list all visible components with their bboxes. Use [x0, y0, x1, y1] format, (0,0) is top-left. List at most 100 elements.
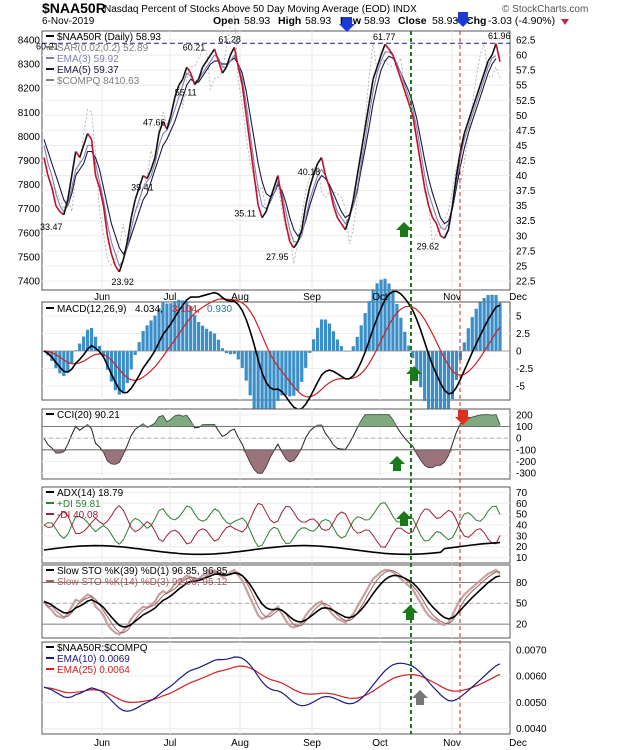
macd-histogram-bar: [339, 346, 343, 351]
month-tick-label: Sep: [303, 292, 321, 303]
macd-histogram-bar: [399, 317, 403, 351]
macd-histogram-bar: [169, 303, 173, 351]
price-segment: [221, 66, 228, 74]
legend-swatch: [46, 307, 54, 309]
price-segment: [356, 151, 363, 176]
legend-item: EMA(5) 59.37: [46, 65, 119, 76]
ratio-ema10-line: [43, 656, 501, 712]
macd-histogram-bar: [228, 351, 232, 355]
y-tick-label: 20: [516, 542, 528, 553]
month-tick-label: Jun: [94, 292, 110, 303]
legend-text: +DI 59.81: [57, 499, 101, 510]
legend-text: EMA(25) 0.0064: [57, 665, 130, 676]
legend-text: MACD(12,26,9): [57, 304, 126, 315]
macd-histogram-bar: [82, 336, 86, 351]
macd-histogram-bar: [101, 351, 106, 357]
slow-sto-k39-line: [43, 572, 501, 628]
price-segment: [340, 223, 347, 231]
price-segment: [166, 115, 172, 130]
price-segment: [162, 120, 168, 130]
legend-text: EMA(3) 59.92: [57, 54, 119, 65]
legend-text: 4.034,: [135, 304, 163, 315]
price-segment: [158, 121, 164, 134]
macd-histogram-bar: [236, 351, 240, 360]
price-segment: [194, 78, 200, 86]
macd-histogram-bar: [224, 351, 228, 354]
legend-swatch: [46, 502, 54, 504]
macd-histogram-bar: [474, 308, 478, 351]
price-annotation: 61.96: [488, 31, 511, 41]
month-tick-label: Dec: [509, 292, 527, 303]
macd-histogram-bar: [153, 315, 157, 351]
y-tick-label: 0.0060: [516, 672, 547, 683]
macd-histogram-bar: [319, 319, 324, 351]
macd-histogram-bar: [434, 351, 439, 423]
price-segment: [106, 235, 113, 255]
macd-histogram-bar: [165, 303, 169, 351]
price-segment: [328, 187, 335, 206]
y-tick-label: -100: [516, 445, 536, 456]
macd-histogram-bar: [288, 351, 292, 397]
macd-histogram-bar: [93, 336, 98, 351]
price-segment: [225, 54, 232, 68]
price-segment: [253, 175, 259, 206]
price-segment: [277, 175, 283, 200]
price-segment: [483, 60, 489, 74]
price-segment: [368, 79, 374, 104]
macd-histogram-bar: [212, 333, 217, 351]
price-segment: [146, 169, 152, 179]
legend-item: -DI 40.08: [46, 510, 99, 521]
macd-histogram-bar: [197, 321, 201, 351]
macd-histogram-bar: [117, 351, 121, 395]
price-segment: [324, 175, 331, 188]
macd-histogram-bar: [149, 320, 153, 351]
macd-histogram-bar: [137, 342, 141, 351]
y-left-tick-label: 8400: [18, 36, 41, 47]
y-tick-label: 0.0040: [516, 724, 547, 735]
macd-histogram-bar: [50, 351, 54, 361]
ratio-panel: [41, 641, 511, 735]
price-segment: [360, 127, 366, 152]
macd-histogram-bar: [260, 351, 264, 434]
macd-histogram-bar: [308, 351, 312, 353]
month-tick-label: Jul: [164, 738, 177, 749]
macd-histogram-bar: [419, 351, 423, 388]
macd-histogram-bar: [312, 339, 316, 351]
price-segment: [43, 157, 49, 176]
macd-histogram-bar: [383, 278, 387, 351]
source-credit: © StockCharts.com: [502, 4, 588, 15]
price-segment: [47, 175, 53, 188]
price-segment: [475, 84, 481, 98]
macd-histogram-bar: [70, 351, 74, 363]
macd-histogram-bar: [482, 297, 486, 351]
legend-item: SAR(0.02,0.2) 52.89: [46, 43, 149, 54]
month-tick-label: Jul: [164, 292, 177, 303]
down-triangle-icon: [561, 19, 569, 25]
price-segment: [495, 43, 501, 62]
macd-histogram-bar: [284, 351, 288, 396]
price-segment: [459, 133, 466, 152]
y-tick-label: 0.0070: [516, 645, 547, 656]
price-segment: [233, 47, 240, 68]
y-tick-label: 20: [516, 620, 528, 631]
y-tick-label: 0.0050: [516, 698, 547, 709]
macd-histogram-bar: [177, 299, 181, 351]
legend-text: $COMPQ 8410.63: [57, 76, 140, 87]
red-down-arrow-icon: [455, 410, 471, 425]
slow-sto-d3-line: [43, 570, 501, 634]
legend-text: EMA(10) 0.0069: [57, 654, 130, 665]
macd-histogram-bar: [407, 345, 411, 351]
price-segment: [249, 145, 255, 176]
symbol-title: $NAA50R: [42, 0, 106, 16]
macd-histogram-bar: [430, 351, 435, 420]
y-tick-label: 2.5: [516, 329, 530, 340]
price-annotation: 60.21: [183, 42, 206, 52]
price-segment: [352, 175, 359, 200]
price-segment: [289, 241, 295, 249]
y-tick-label: 60: [516, 51, 528, 62]
price-segment: [257, 204, 263, 218]
price-segment: [344, 217, 351, 231]
y-tick-label: 55: [516, 81, 528, 92]
open-value: 58.93: [244, 15, 270, 27]
